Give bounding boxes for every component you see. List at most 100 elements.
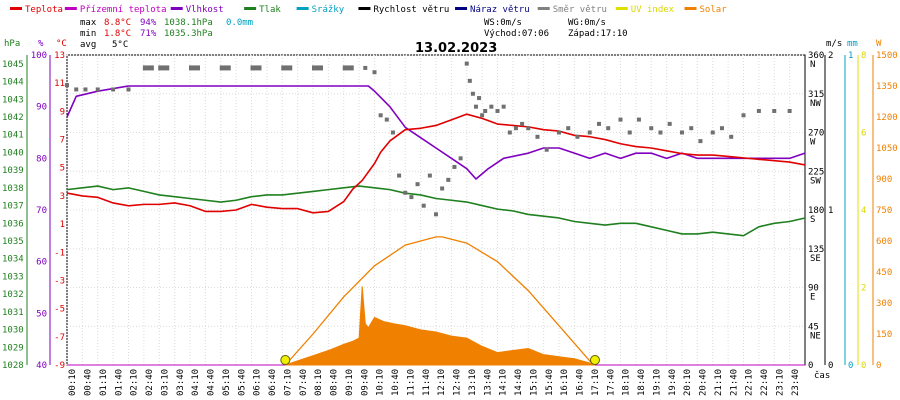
stat-max-hum: 94%: [140, 18, 157, 28]
dir-tick: 45: [808, 322, 819, 332]
wind-direction-point: [458, 156, 463, 161]
x-tick-label: 14:10: [499, 369, 509, 396]
x-tick-label: 20:10: [683, 369, 693, 396]
wind-direction-point: [557, 130, 561, 135]
solar-tick: 0: [876, 361, 881, 371]
wind-direction-point: [618, 117, 623, 122]
wind-direction-point: [219, 65, 231, 71]
dir-tick-compass: SW: [810, 176, 821, 186]
x-tick-label: 11:10: [406, 369, 416, 396]
uv-tick: 4: [861, 206, 866, 216]
wind-direction-point: [111, 87, 116, 92]
x-tick-label: 16:10: [560, 369, 570, 396]
wind-direction-point: [575, 134, 580, 139]
wind-direction-point: [409, 195, 414, 200]
solar-tick: 900: [876, 175, 892, 185]
wind-ws: WS:0m/s: [484, 18, 522, 28]
wind-direction-point: [649, 126, 654, 131]
wind-wg: WG:0m/s: [568, 18, 606, 28]
wind-direction-point: [772, 108, 777, 113]
degc-tick: 13: [54, 51, 65, 61]
x-tick-label: 01:40: [114, 369, 124, 396]
pct-tick: 40: [36, 361, 47, 371]
solar-tick: 600: [876, 237, 892, 247]
pct-tick: 50: [36, 309, 47, 319]
degc-tick: 7: [60, 136, 65, 146]
dir-tick: 315: [808, 90, 824, 100]
wind-direction-point: [483, 108, 488, 113]
legend-label-hum: Vlhkost: [186, 5, 224, 15]
wind-direction-point: [667, 121, 672, 126]
sunrise-text: Východ:07:06: [484, 29, 549, 39]
x-tick-label: 17:10: [591, 369, 601, 396]
x-tick-label: 02:40: [145, 369, 155, 396]
x-tick-label: 13:40: [483, 369, 493, 396]
legend-label-wspd: Rychlost větru: [373, 5, 449, 15]
legend-swatch-wspd: [358, 7, 371, 10]
degc-tick: -3: [54, 276, 65, 286]
legend-label-wdir: Směr větru: [553, 5, 607, 15]
hpa-tick: 1033: [2, 272, 24, 282]
wind-direction-point: [787, 108, 792, 113]
wind-direction-point: [415, 182, 420, 187]
stat-min-hum: 71%: [140, 29, 157, 39]
dir-tick-compass: E: [810, 293, 815, 303]
hpa-tick: 1037: [2, 202, 24, 212]
wind-direction-point: [689, 126, 694, 131]
hpa-tick: 1029: [2, 343, 24, 353]
wind-direction-point: [535, 134, 540, 139]
wind-direction-point: [189, 65, 200, 71]
degc-tick: -7: [54, 333, 65, 343]
dir-tick: 0: [808, 361, 813, 371]
axes: 1045104410431042104110401039103810371036…: [2, 51, 898, 371]
hpa-tick: 1034: [2, 255, 24, 265]
hpa-tick: 1040: [2, 148, 24, 158]
legend-swatch-dew: [64, 7, 77, 10]
wind-direction-point: [363, 65, 368, 70]
dir-tick-compass: NE: [810, 331, 821, 341]
stat-max-press: 1038.1hPa: [164, 18, 213, 28]
wind-direction-point: [698, 139, 703, 144]
pct-tick: 90: [36, 103, 47, 113]
dir-tick-compass: S: [810, 215, 815, 225]
x-tick-label: 01:10: [99, 369, 109, 396]
dir-tick: 180: [808, 206, 824, 216]
wind-direction-point: [397, 173, 402, 178]
wind-direction-point: [250, 65, 262, 71]
pct-tick: 60: [36, 258, 47, 268]
degc-tick: -9: [54, 361, 65, 371]
axis-title-hpa: hPa: [4, 39, 20, 49]
dir-tick-compass: N: [810, 60, 815, 70]
x-tick-label: 12:10: [437, 369, 447, 396]
x-tick-label: 08:40: [330, 369, 340, 396]
wind-direction-point: [312, 65, 323, 71]
legend-swatch-solar: [684, 7, 697, 10]
degc-tick: -1: [54, 248, 65, 258]
dir-tick: 135: [808, 245, 824, 255]
pct-tick: 100: [31, 51, 47, 61]
wind-direction-point: [680, 130, 684, 135]
wind-direction-point: [384, 117, 389, 122]
wind-direction-point: [467, 78, 472, 83]
hpa-tick: 1032: [2, 290, 24, 300]
solar-tick: 750: [876, 206, 892, 216]
wind-direction-point: [489, 104, 494, 109]
x-tick-label: 02:10: [130, 369, 140, 396]
solar-tick: 150: [876, 330, 892, 340]
dir-tick: 360: [808, 51, 824, 61]
x-tick-label: 04:10: [191, 369, 201, 396]
degc-tick: 5: [60, 164, 65, 174]
dir-tick-compass: SE: [810, 254, 821, 264]
wind-direction-point: [544, 147, 549, 152]
wind-direction-point: [473, 104, 478, 109]
stat-min-temp: 1.8°C: [104, 29, 131, 39]
wind-direction-point: [65, 83, 69, 88]
pressure-line: [66, 185, 806, 237]
wind-direction-point: [741, 113, 746, 118]
wind-direction-point: [464, 61, 469, 66]
wind-direction-point: [606, 126, 611, 131]
wind-direction-point: [95, 87, 100, 92]
x-tick-label: 19:10: [652, 369, 662, 396]
solar-tick: 1500: [876, 51, 898, 61]
dir-tick: 90: [808, 284, 819, 294]
